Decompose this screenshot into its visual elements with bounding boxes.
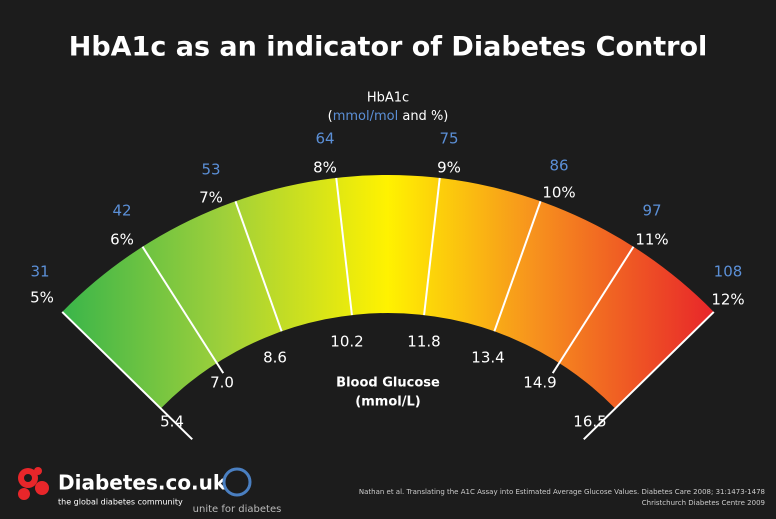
glucose-value: 14.9 [523, 374, 556, 392]
units-open: ( [328, 109, 333, 124]
mmol-label: 75 [439, 130, 458, 148]
hba1c-units: (mmol/mol and %) [328, 109, 449, 124]
mmol-label: 53 [201, 161, 220, 179]
percent-label: 5% [30, 289, 54, 307]
glucose-value: 8.6 [263, 349, 287, 367]
brand: Diabetes.co.uk [58, 471, 227, 495]
glucose-value: 16.5 [573, 413, 606, 431]
citation: Christchurch Diabetes Centre 2009 [642, 499, 765, 507]
glucose-value: 5.4 [160, 413, 184, 431]
hba1c-label: HbA1c [367, 91, 409, 106]
tick-line [423, 177, 441, 316]
citation: Nathan et al. Translating the A1C Assay … [359, 488, 765, 496]
mmol-label: 64 [315, 130, 334, 148]
tick-line [141, 246, 225, 374]
units-mmol: mmol/mol [333, 109, 399, 124]
tick-line [234, 200, 283, 332]
glucose-value: 11.8 [407, 333, 440, 351]
gauge-band [62, 174, 714, 409]
tick-line [583, 311, 715, 441]
tick-line [61, 311, 193, 441]
percent-label: 9% [437, 159, 461, 177]
percent-label: 10% [542, 184, 575, 202]
title: HbA1c as an indicator of Diabetes Contro… [69, 32, 708, 63]
percent-label: 6% [110, 231, 134, 249]
mmol-label: 42 [112, 202, 131, 220]
glucose-units: (mmol/L) [355, 395, 420, 410]
brand-logo [18, 467, 49, 500]
mmol-label: 86 [549, 157, 568, 175]
mmol-label: 31 [30, 263, 49, 281]
partner: unite for diabetes [193, 504, 282, 515]
glucose-value: 10.2 [330, 333, 363, 351]
tick-line [493, 200, 542, 332]
glucose-value: 13.4 [471, 349, 504, 367]
percent-label: 8% [313, 159, 337, 177]
percent-label: 11% [635, 231, 668, 249]
glucose-label: Blood Glucose [336, 376, 440, 391]
units-rest: and %) [398, 109, 448, 124]
percent-label: 12% [711, 291, 744, 309]
tagline: the global diabetes community [58, 498, 183, 507]
glucose-value: 7.0 [210, 374, 234, 392]
percent-label: 7% [199, 189, 223, 207]
partner-logo [222, 467, 252, 497]
mmol-label: 97 [642, 202, 661, 220]
tick-line [551, 246, 635, 374]
tick-line [335, 177, 353, 316]
mmol-label: 108 [714, 263, 743, 281]
